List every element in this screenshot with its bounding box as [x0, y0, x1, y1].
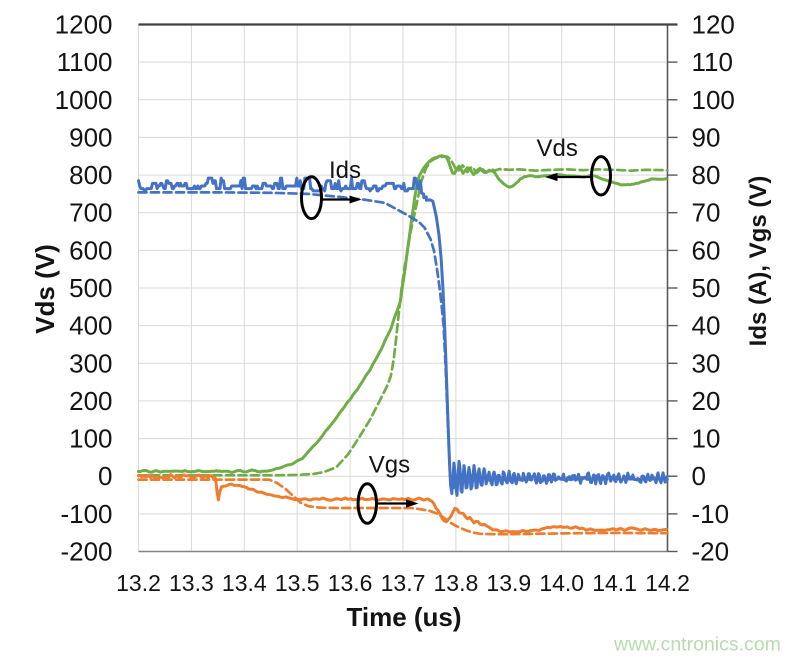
- svg-text:13.3: 13.3: [169, 570, 214, 596]
- svg-text:Vds (V): Vds (V): [30, 244, 60, 334]
- svg-text:14.0: 14.0: [539, 570, 584, 596]
- svg-text:10: 10: [692, 424, 721, 454]
- svg-text:100: 100: [692, 85, 735, 115]
- svg-text:13.6: 13.6: [328, 570, 373, 596]
- svg-text:13.4: 13.4: [222, 570, 267, 596]
- svg-text:Time (us): Time (us): [346, 602, 461, 632]
- svg-text:120: 120: [692, 10, 735, 40]
- svg-text:800: 800: [69, 160, 112, 190]
- svg-text:110: 110: [692, 47, 733, 77]
- svg-text:14.2: 14.2: [645, 570, 690, 596]
- svg-text:500: 500: [69, 273, 112, 303]
- svg-text:Vgs: Vgs: [369, 452, 410, 479]
- svg-text:1000: 1000: [55, 85, 113, 115]
- svg-text:14.1: 14.1: [592, 570, 637, 596]
- svg-text:70: 70: [692, 198, 721, 228]
- svg-text:Ids (A), Vgs (V): Ids (A), Vgs (V): [745, 176, 772, 347]
- svg-text:100: 100: [69, 424, 112, 454]
- svg-text:30: 30: [692, 348, 721, 378]
- svg-text:-100: -100: [60, 499, 112, 529]
- svg-text:13.5: 13.5: [275, 570, 320, 596]
- svg-text:300: 300: [69, 348, 112, 378]
- svg-text:13.7: 13.7: [381, 570, 426, 596]
- svg-text:-10: -10: [692, 499, 730, 529]
- svg-text:900: 900: [69, 122, 112, 152]
- svg-text:700: 700: [69, 198, 112, 228]
- svg-text:200: 200: [69, 386, 112, 416]
- svg-text:-200: -200: [60, 537, 112, 567]
- svg-text:Vds: Vds: [537, 135, 578, 162]
- svg-text:50: 50: [692, 273, 721, 303]
- svg-text:1100: 1100: [57, 47, 113, 77]
- svg-text:1200: 1200: [55, 10, 113, 40]
- svg-text:Ids: Ids: [329, 157, 361, 184]
- svg-text:0: 0: [692, 461, 706, 491]
- svg-text:0: 0: [98, 461, 112, 491]
- svg-text:600: 600: [69, 235, 112, 265]
- svg-text:60: 60: [692, 235, 721, 265]
- svg-text:www.cntronics.com: www.cntronics.com: [613, 634, 781, 656]
- svg-text:13.8: 13.8: [434, 570, 479, 596]
- svg-text:20: 20: [692, 386, 721, 416]
- svg-text:400: 400: [69, 311, 112, 341]
- svg-text:90: 90: [692, 122, 721, 152]
- svg-text:13.2: 13.2: [116, 570, 161, 596]
- svg-text:40: 40: [692, 311, 721, 341]
- svg-text:80: 80: [692, 160, 721, 190]
- svg-text:13.9: 13.9: [486, 570, 531, 596]
- svg-text:-20: -20: [692, 537, 730, 567]
